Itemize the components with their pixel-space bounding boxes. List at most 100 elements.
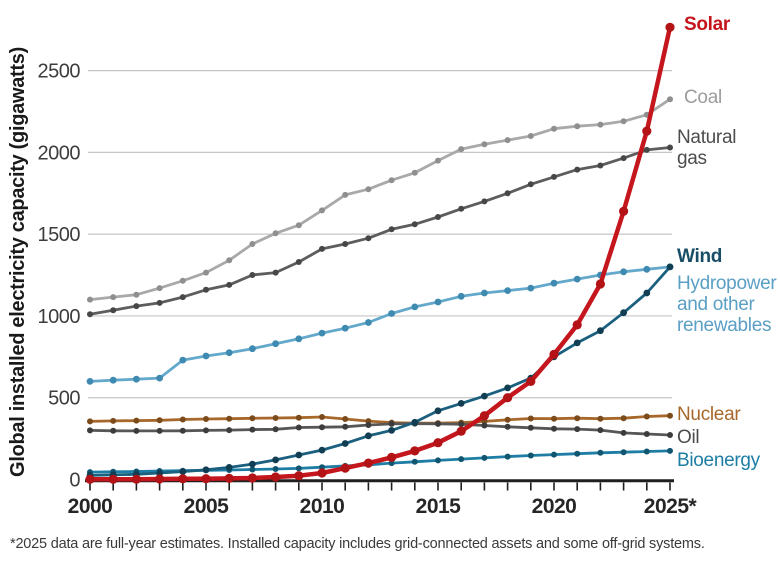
series-oil-point: [110, 427, 117, 434]
series-gas-point: [574, 166, 581, 173]
series-hydro-point: [434, 298, 442, 306]
series-bioenergy-point: [643, 448, 650, 455]
series-oil-line: [88, 422, 672, 437]
series-oil-point: [458, 421, 465, 428]
series-wind-point: [434, 407, 442, 415]
series-solar-point: [155, 474, 165, 484]
series-gas-point: [504, 190, 511, 197]
series-wind-point: [457, 400, 465, 407]
series-gas-point: [272, 269, 279, 276]
series-nuclear-point: [620, 415, 627, 422]
series-gas-point: [411, 221, 418, 228]
series-bioenergy-point: [411, 458, 418, 465]
series-oil-point: [435, 420, 441, 427]
series-hydro-label: Hydropower: [677, 273, 777, 294]
series-gas-point: [156, 299, 163, 306]
series-coal-point: [272, 230, 279, 237]
series-gas-point: [226, 281, 233, 288]
series-coal-point: [527, 133, 534, 139]
series-gas-label: gas: [677, 148, 707, 169]
series-oil-point: [156, 427, 163, 434]
series-gas-point: [551, 173, 557, 180]
series-wind-point: [573, 339, 581, 347]
series-solar-point: [294, 471, 304, 481]
series-wind-point: [643, 289, 651, 297]
series-bioenergy-point: [481, 454, 488, 461]
series-solar-point: [131, 474, 141, 484]
series-solar-point: [572, 320, 582, 330]
series-solar-point: [456, 426, 466, 436]
series-hydro-point: [133, 375, 140, 383]
series-wind-point: [620, 309, 627, 317]
series-nuclear-point: [527, 415, 534, 422]
series-bioenergy-point: [551, 451, 557, 458]
series-gas-point: [388, 226, 395, 233]
series-oil-point: [388, 420, 395, 427]
series-coal-point: [388, 177, 395, 184]
series-wind-point: [388, 427, 395, 434]
series-oil-point: [319, 424, 325, 431]
series-solar-point: [387, 452, 397, 462]
series-wind-point: [504, 384, 511, 392]
series-nuclear-point: [597, 415, 604, 422]
series-wind-point: [365, 432, 372, 440]
series-hydro-point: [481, 289, 488, 297]
series-wind-point: [202, 466, 210, 474]
series-oil-point: [203, 427, 209, 434]
series-wind-point: [225, 464, 233, 471]
series-wind-point: [597, 327, 604, 335]
series-hydro-point: [295, 335, 303, 343]
series-hydro-point: [365, 319, 372, 326]
series-hydro-point: [179, 356, 187, 364]
series-gas-point: [597, 162, 604, 169]
series-solar-point: [595, 279, 606, 289]
series-solar-point: [85, 474, 95, 484]
series-wind-point: [341, 440, 349, 447]
series-coal-point: [295, 222, 302, 229]
series-solar-point: [271, 472, 281, 482]
series-nuclear-point: [319, 414, 325, 420]
series-gas-point: [203, 286, 209, 293]
series-bioenergy-point: [249, 466, 256, 473]
series-nuclear-line: [88, 414, 672, 425]
series-oil-point: [226, 427, 233, 434]
series-nuclear-point: [643, 413, 650, 420]
series-nuclear-point: [156, 417, 163, 424]
series-hydro-point: [388, 310, 395, 317]
series-oil-point: [295, 424, 302, 431]
series-gas-point: [458, 205, 465, 212]
series-solar-point: [526, 376, 536, 386]
series-gas-point: [319, 245, 325, 252]
series-nuclear-point: [295, 414, 302, 421]
series-coal-line: [88, 97, 672, 302]
series-oil-point: [597, 427, 604, 434]
series-hydro-label: renewables: [677, 315, 771, 336]
series-oil-point: [342, 423, 349, 430]
series-bioenergy-point: [667, 447, 673, 454]
series-nuclear-label: Nuclear: [677, 404, 741, 425]
series-nuclear-point: [110, 417, 117, 424]
series-bioenergy-point: [458, 456, 465, 463]
series-solar-point: [433, 438, 443, 448]
series-coal-point: [249, 241, 256, 247]
series-bioenergy-point: [272, 466, 279, 472]
series-coal-point: [342, 191, 349, 198]
series-wind-line: [88, 265, 672, 477]
series-coal-point: [435, 157, 441, 164]
series-coal-point: [620, 118, 627, 125]
series-gas-point: [133, 303, 140, 310]
series-solar-point: [503, 393, 513, 403]
series-coal-point: [574, 123, 581, 130]
series-bioenergy-point: [597, 449, 604, 456]
series-oil-point: [527, 424, 534, 431]
series-bioenergy-point: [435, 457, 441, 464]
series-oil-label: Oil: [677, 427, 699, 448]
y-tick-label: 500: [48, 388, 80, 410]
series-gas-point: [249, 272, 256, 278]
series-wind-point: [318, 446, 326, 454]
series-solar-point: [108, 474, 118, 484]
series-oil-point: [365, 422, 372, 428]
line-chart: 0 500 1000 1500 2000 2500 2000 2005 2010 2015 2020…: [7, 14, 778, 518]
series-hydro-point: [457, 292, 465, 300]
